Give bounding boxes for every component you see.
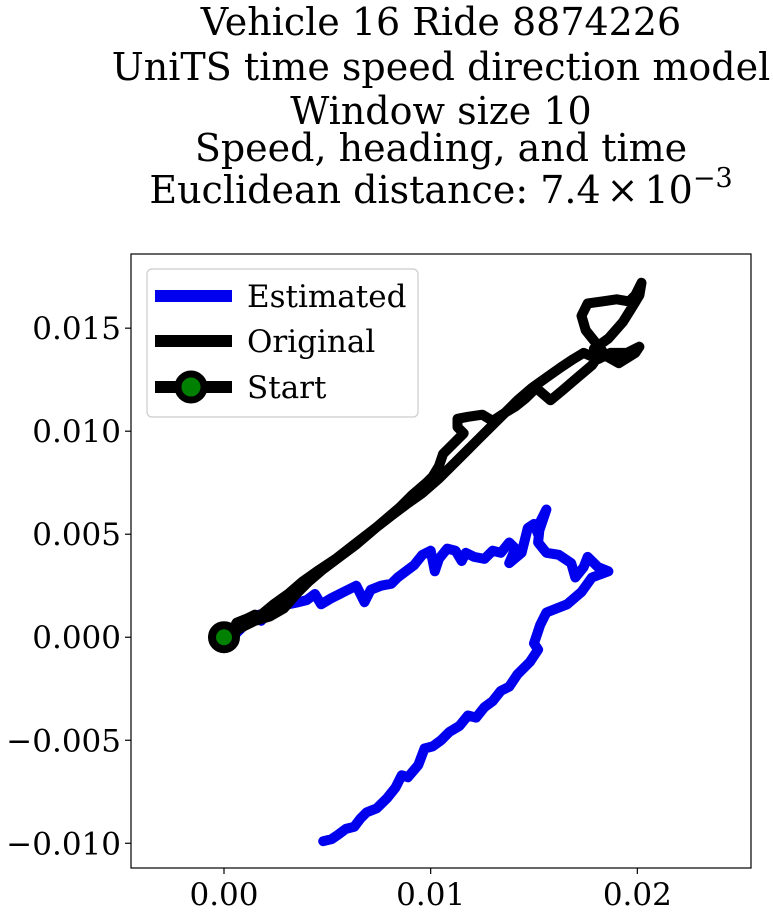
- y-axis-ticks: 0.015 0.010 0.005 0.000 −0.005 −0.010: [6, 311, 131, 862]
- legend-box: [146, 268, 419, 418]
- plot-frame: [130, 253, 752, 869]
- y-tick-label: 0.015: [32, 311, 121, 347]
- legend-start-marker: [174, 370, 208, 404]
- x-tick-label: 0.00: [189, 877, 258, 913]
- y-tick-label: −0.010: [6, 826, 121, 862]
- distance-base: 10: [644, 168, 692, 212]
- chart-title: Vehicle 16 Ride 8874226 UniTS time speed…: [112, 0, 771, 212]
- y-tick-label: 0.010: [32, 414, 121, 450]
- y-tick-label: 0.000: [32, 620, 121, 656]
- y-tick-label: 0.005: [32, 517, 121, 553]
- series-layer: [208, 277, 647, 847]
- title-line-4: Speed, heading, and time: [195, 126, 687, 170]
- series-line-estimated: [219, 504, 614, 847]
- title-line-3: Window size 10: [290, 89, 591, 133]
- title-line-1: Vehicle 16 Ride 8874226: [200, 0, 681, 44]
- legend-start-label: Start: [247, 370, 327, 406]
- x-axis-ticks: 0.00 0.01 0.02: [189, 868, 672, 913]
- y-tick-label: −0.005: [6, 723, 121, 759]
- title-line-distance: Euclidean distance: 7.4 × 10−3: [149, 163, 732, 212]
- x-tick-label: 0.02: [603, 877, 672, 913]
- legend: Estimated Original Start: [146, 268, 419, 418]
- series-line-original: [219, 277, 647, 643]
- distance-exponent: −3: [693, 163, 733, 194]
- legend-original-label: Original: [247, 324, 375, 360]
- legend-estimated-label: Estimated: [247, 279, 406, 315]
- distance-prefix: Euclidean distance: 7.4: [149, 168, 600, 212]
- distance-times: ×: [607, 168, 639, 212]
- start-marker: [208, 621, 240, 654]
- title-line-2: UniTS time speed direction model: [112, 45, 771, 89]
- x-tick-label: 0.01: [396, 877, 465, 913]
